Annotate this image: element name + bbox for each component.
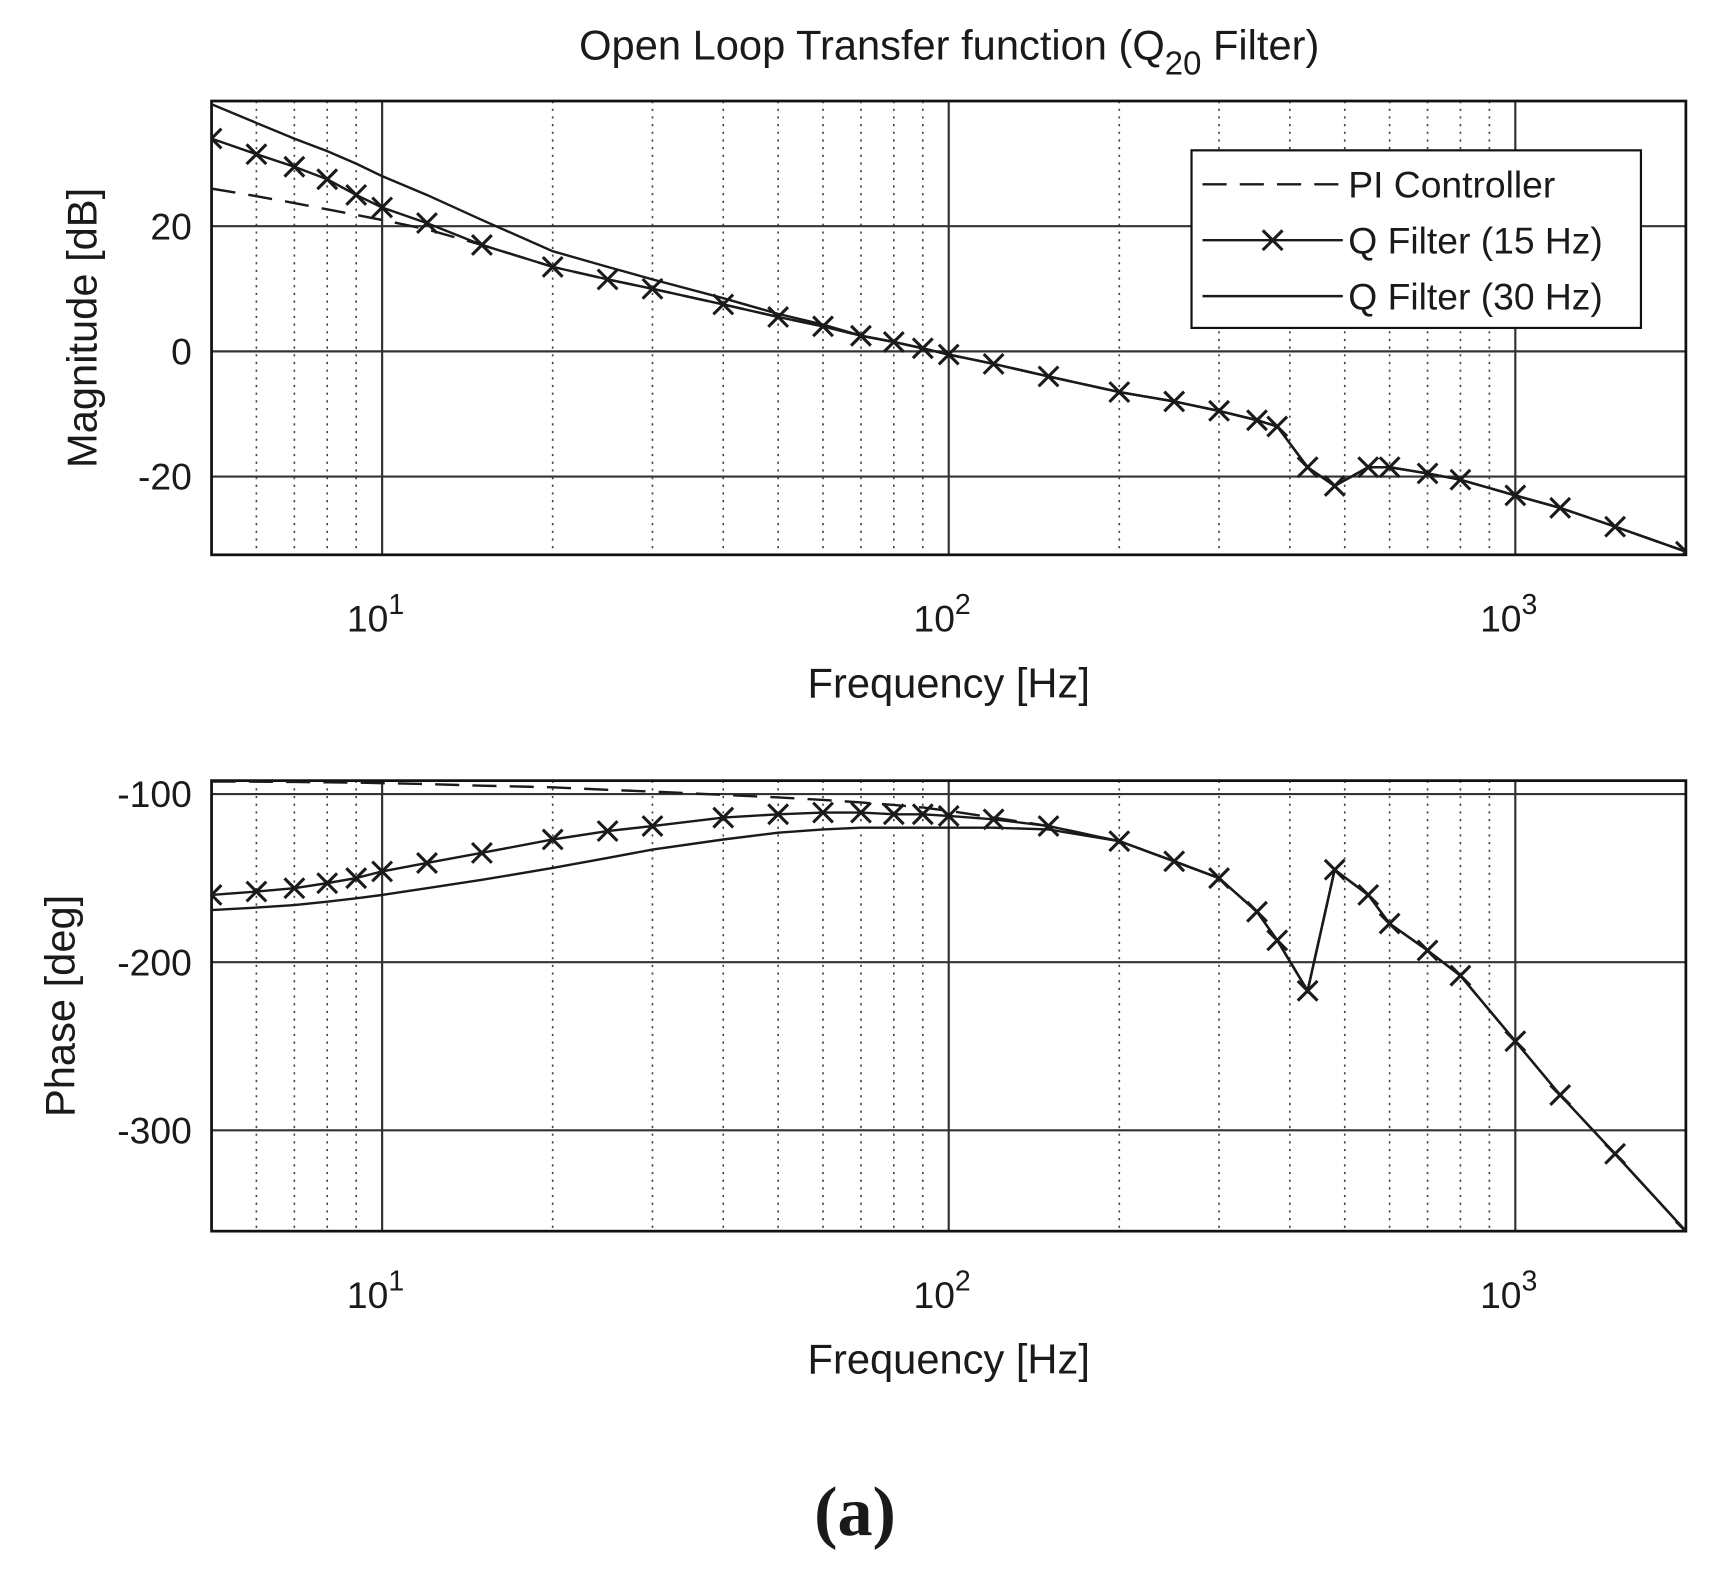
marker (767, 306, 790, 328)
x-tick-base: 10 (913, 1274, 954, 1316)
x-tick-label: 103 (1480, 589, 1537, 640)
x-tick-base: 10 (913, 598, 954, 640)
marker (712, 806, 735, 829)
marker (1674, 540, 1686, 555)
marker (245, 880, 268, 903)
marker (541, 828, 564, 851)
marker (283, 155, 306, 178)
y-tick-label: -200 (117, 941, 192, 983)
marker (371, 860, 394, 883)
marker (541, 255, 564, 278)
x-tick-base: 10 (347, 598, 388, 640)
caption: (a) (814, 1473, 896, 1551)
x-tick-base: 10 (1480, 598, 1521, 640)
y-tick-label: -100 (117, 773, 192, 815)
marker (470, 234, 493, 256)
marker (596, 820, 619, 843)
marker (416, 852, 438, 874)
x-tick-exponent: 3 (1522, 589, 1538, 621)
legend-label: Q Filter (30 Hz) (1348, 275, 1603, 317)
title-text: Open Loop Transfer function (Q (579, 21, 1165, 68)
marker (911, 803, 934, 826)
series-layer (211, 780, 1686, 1232)
marker (283, 877, 306, 900)
marker (812, 315, 834, 338)
title-subscript: 20 (1165, 45, 1202, 82)
x-tick-exponent: 1 (388, 1265, 404, 1297)
marker (211, 127, 223, 150)
marker (937, 804, 960, 827)
marker (812, 801, 834, 824)
legend-label: Q Filter (15 Hz) (1348, 219, 1603, 261)
x-axis-label: Frequency [Hz] (808, 659, 1090, 706)
marker (371, 196, 394, 219)
y-tick-label: -300 (117, 1109, 192, 1151)
series-layer (211, 103, 1686, 555)
marker (882, 803, 905, 826)
marker (416, 212, 438, 235)
marker (345, 867, 368, 890)
marker (245, 143, 268, 166)
series-line (211, 103, 1686, 553)
marker (850, 801, 872, 824)
y-tick-label: 0 (171, 331, 192, 373)
marker (641, 815, 664, 837)
y-axis-label: Phase [deg] (37, 895, 84, 1117)
x-tick-label: 102 (913, 1265, 970, 1316)
marker (596, 268, 619, 291)
title-text-end: Filter) (1201, 21, 1319, 68)
figure-title: Open Loop Transfer function (Q20 Filter) (579, 21, 1319, 81)
plot-frame (210, 779, 1688, 1233)
legend-marker (1261, 229, 1284, 252)
marker (470, 841, 493, 864)
x-tick-label: 102 (913, 589, 970, 640)
y-tick-label: 20 (150, 205, 191, 247)
marker (316, 168, 339, 191)
y-tick-label: -20 (138, 456, 192, 498)
x-tick-exponent: 2 (955, 1265, 971, 1297)
marker (767, 803, 790, 826)
x-tick-label: 101 (347, 589, 404, 640)
series-line (211, 826, 1686, 1232)
marker (712, 293, 735, 316)
x-tick-base: 10 (1480, 1274, 1521, 1316)
y-axis-label: Magnitude [dB] (58, 188, 105, 468)
x-tick-exponent: 2 (955, 589, 971, 621)
marker (982, 808, 1005, 831)
x-tick-label: 101 (347, 1265, 404, 1316)
legend-label: PI Controller (1348, 163, 1555, 205)
marker (316, 872, 339, 895)
x-tick-exponent: 3 (1522, 1265, 1538, 1297)
x-tick-label: 103 (1480, 1265, 1537, 1316)
marker (345, 183, 368, 206)
x-axis-label: Frequency [Hz] (808, 1336, 1090, 1383)
plot-frame (210, 99, 1688, 557)
marker (1037, 815, 1060, 837)
x-tick-exponent: 1 (388, 589, 404, 621)
x-tick-base: 10 (347, 1274, 388, 1316)
marker (211, 883, 223, 906)
